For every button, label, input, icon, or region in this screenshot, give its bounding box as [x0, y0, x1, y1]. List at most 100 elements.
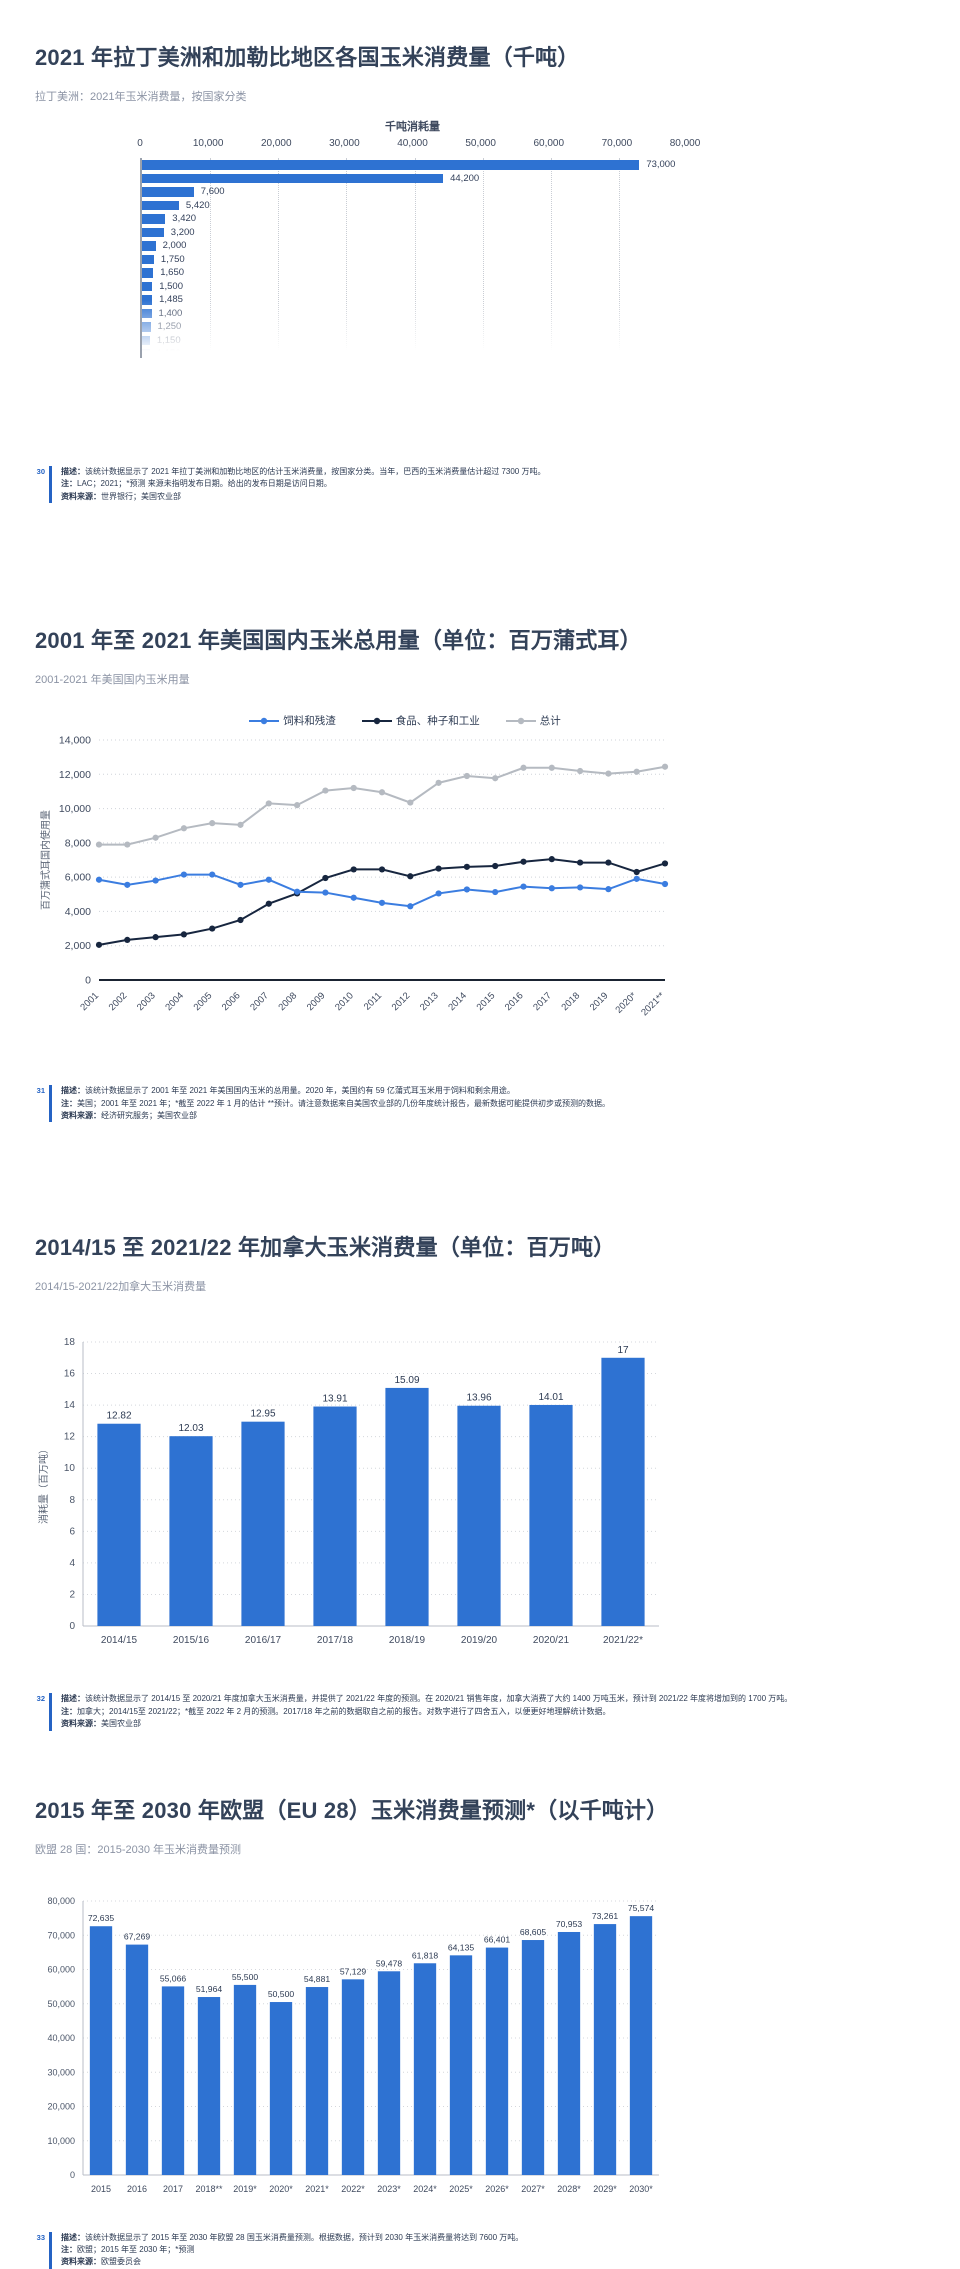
value-label: 50,500 [268, 1989, 295, 1999]
data-point [322, 889, 329, 896]
y-tick-label: 40,000 [47, 2033, 75, 2043]
x-tick-label: 60,000 [533, 138, 565, 149]
data-point [633, 869, 640, 876]
x-tick-label: 2027* [521, 2184, 545, 2194]
footnote-rule [49, 2231, 52, 2269]
data-point [265, 876, 272, 883]
data-point [661, 860, 669, 867]
section-us-corn-usage: 2001 年至 2021 年美国国内玉米总用量（单位：百万蒲式耳） 2001-2… [0, 623, 960, 1123]
bar [377, 1970, 401, 2175]
line-series [99, 765, 666, 846]
source-text: 欧盟委员会 [101, 2257, 141, 2267]
latam-footnote: 30 描述：该统计数据显示了 2021 年拉丁美洲和加勒比地区的估计玉米消费量，… [27, 466, 930, 504]
value-label: 1,485 [159, 294, 183, 305]
x-tick-label: 2018/19 [389, 1635, 426, 1646]
value-label: 7,600 [200, 186, 225, 197]
grid-line [550, 158, 552, 358]
data-point [661, 881, 669, 888]
bar [601, 1358, 645, 1627]
bar [269, 2001, 293, 2175]
y-tick-label: 12,000 [59, 769, 91, 781]
data-point [350, 866, 357, 873]
bar [413, 1962, 437, 2175]
bar [233, 1984, 257, 2175]
eu-subtitle: 欧盟 28 国：2015-2030 年玉米消费量预测 [35, 1843, 242, 1856]
footnote-rule [49, 466, 52, 504]
data-point [407, 873, 414, 880]
bar [305, 1986, 329, 2175]
us-line-chart-svg: 0 2,000 4,000 6,000 8,000 10,000 12,000 14,000 百… [39, 735, 669, 1018]
bar [485, 1947, 509, 2175]
desc-text: 该统计数据显示了 2015 年至 2030 年欧盟 28 国玉米消费量预测。根据… [85, 2232, 524, 2242]
bar-row: 秘鲁5,420 [142, 199, 685, 213]
bar-row: 洪都拉斯1,250 [142, 320, 685, 334]
data-point [577, 768, 584, 775]
x-tick-label: 2025* [449, 2184, 473, 2194]
bar [629, 1915, 653, 2175]
x-tick-label: 2010 [333, 991, 356, 1014]
x-tick-label: 2029* [593, 2184, 617, 2194]
bar [385, 1388, 429, 1627]
grid-line [278, 158, 280, 358]
x-tick-label: 2024* [413, 2184, 437, 2194]
bar [142, 214, 166, 224]
legend-marker-icon [361, 717, 392, 724]
data-point [548, 885, 555, 892]
legend-item: 总计 [505, 713, 561, 728]
footnote-number: 33 [36, 2232, 45, 2242]
data-point [180, 825, 187, 832]
bar [529, 1405, 573, 1627]
source-text: 世界银行；美国农业部 [101, 491, 181, 501]
x-tick-label: 2015/16 [173, 1635, 210, 1646]
value-label: 1,650 [160, 267, 185, 278]
source-label: 资料来源： [61, 491, 101, 501]
data-point [237, 881, 244, 889]
footnote-number: 30 [36, 467, 45, 476]
x-tick-label: 2007 [248, 991, 271, 1014]
bar [89, 1925, 113, 2175]
legend-item: 食品、种子和工业 [361, 713, 480, 728]
footnote-rule [49, 1693, 52, 1731]
canada-subtitle: 2014/15-2021/22加拿大玉米消费量 [35, 1281, 207, 1294]
footnote-text: 描述：该统计数据显示了 2001 年至 2021 年美国国内玉米的总用量。202… [61, 1085, 610, 1122]
x-tick-label: 2023* [377, 2184, 401, 2194]
grid-line [618, 158, 620, 358]
bar [161, 1985, 185, 2175]
data-point [294, 888, 301, 895]
y-tick-label: 0 [69, 1621, 75, 1632]
bar-row: 危地马拉3,200 [142, 226, 685, 240]
value-label: 12.03 [178, 1424, 203, 1435]
bar [142, 281, 153, 291]
us-line-chart: 0 2,000 4,000 6,000 8,000 10,000 12,000 14,000 百… [35, 730, 930, 1051]
bar [142, 160, 640, 170]
data-point [209, 871, 216, 878]
bar-row: 玻利维亚1,150 [142, 334, 685, 348]
x-tick-label: 2016 [503, 991, 526, 1014]
x-tick-label: 2017 [163, 2184, 183, 2194]
y-tick-label: 8 [69, 1495, 75, 1506]
x-tick-label: 2012 [390, 991, 413, 1014]
desc-label: 描述： [61, 1086, 85, 1096]
data-point [209, 820, 216, 827]
section-latam-consumption: 2021 年拉丁美洲和加勒比地区各国玉米消费量（千吨） 拉丁美洲：2021年玉米… [0, 40, 960, 504]
value-label: 72,635 [88, 1913, 115, 1923]
value-label: 12.95 [250, 1409, 275, 1420]
x-tick-label: 0 [137, 138, 143, 149]
x-tick-label: 2017/18 [317, 1635, 354, 1646]
eu-footnote: 33 描述：该统计数据显示了 2015 年至 2030 年欧盟 28 国玉米消费… [27, 2231, 930, 2269]
y-tick-label: 4,000 [65, 906, 91, 918]
bar [341, 1978, 365, 2175]
x-tick-label: 2014 [446, 991, 469, 1014]
chart-eu-svg: 0 10,000 20,000 30,000 40,000 50,000 60,000 70,… [47, 1896, 659, 2194]
x-tick-label: 2003 [135, 991, 158, 1014]
data-point [350, 894, 357, 901]
canada-title: 2014/15 至 2021/22 年加拿大玉米消费量（单位：百万吨） [35, 1235, 616, 1261]
value-label: 54,881 [304, 1974, 331, 1984]
data-point [265, 900, 272, 907]
bar-row: 厄瓜多尔1,485 [142, 293, 685, 307]
bar [142, 187, 194, 197]
data-point [322, 875, 329, 882]
x-tick-label: 2020* [269, 2184, 293, 2194]
data-point [407, 799, 414, 806]
